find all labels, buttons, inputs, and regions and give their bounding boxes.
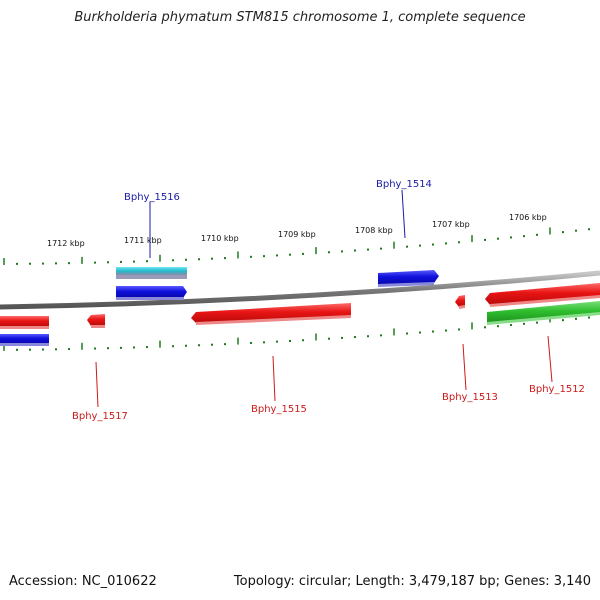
gene-label-bphy-1515[interactable]: Bphy_1515 bbox=[251, 404, 307, 415]
topology-summary: Topology: circular; Length: 3,479,187 bp… bbox=[233, 574, 591, 589]
map-title: Burkholderia phymatum STM815 chromosome … bbox=[74, 10, 526, 25]
gene-label-bphy-1514[interactable]: Bphy_1514 bbox=[376, 179, 432, 190]
leader-line-1515 bbox=[272, 355, 276, 402]
gene-bphy-1514[interactable] bbox=[378, 270, 439, 285]
leader-line-1513 bbox=[462, 343, 467, 391]
gene-label-bphy-1517[interactable]: Bphy_1517 bbox=[72, 411, 128, 422]
gene-bphy-1515[interactable] bbox=[191, 303, 351, 323]
gene-bphy-1513[interactable] bbox=[455, 295, 465, 307]
kbp-label-1712: 1712 kbp bbox=[47, 239, 85, 248]
gene-bphy-1512-red-shadow bbox=[490, 295, 600, 307]
kbp-label-1709: 1709 kbp bbox=[278, 230, 316, 239]
gene-bphy-1512-green[interactable] bbox=[487, 301, 600, 323]
gene-bphy-1516-blue[interactable] bbox=[116, 286, 187, 298]
leader-line-1514 bbox=[401, 189, 406, 239]
gene-bphy-1517[interactable] bbox=[87, 314, 105, 326]
gene-left-blue-shadow bbox=[0, 343, 49, 346]
gene-label-bphy-1513[interactable]: Bphy_1513 bbox=[442, 392, 498, 403]
gene-bphy-1512-green-shadow bbox=[487, 312, 600, 325]
gene-left-red-shadow bbox=[0, 326, 49, 329]
gene-bphy-1516-shadow bbox=[116, 297, 184, 300]
accession-text: Accession: NC_010622 bbox=[9, 574, 157, 589]
gene-bphy-1514-shadow bbox=[378, 282, 434, 287]
kbp-label-1708: 1708 kbp bbox=[355, 226, 393, 235]
leader-line-1512 bbox=[547, 335, 553, 383]
kbp-label-1710: 1710 kbp bbox=[201, 234, 239, 243]
gene-bphy-1517-shadow bbox=[91, 325, 105, 328]
gene-bphy-1516-cyan[interactable] bbox=[116, 267, 187, 275]
gene-label-bphy-1512[interactable]: Bphy_1512 bbox=[529, 384, 585, 395]
upper-ruler bbox=[3, 227, 590, 265]
gene-bphy-1512-red[interactable] bbox=[485, 283, 600, 305]
kbp-label-1707: 1707 kbp bbox=[432, 220, 470, 229]
gene-left-blue[interactable] bbox=[0, 334, 49, 344]
gene-bphy-1515-shadow bbox=[196, 315, 351, 325]
gene-left-red[interactable] bbox=[0, 316, 49, 327]
gene-label-bphy-1516[interactable]: Bphy_1516 bbox=[124, 192, 180, 203]
gene-bphy-1513-shadow bbox=[459, 305, 465, 309]
kbp-label-1711: 1711 kbp bbox=[124, 236, 162, 245]
genome-backbone bbox=[0, 270, 600, 310]
gene-bphy-1516-layer bbox=[116, 275, 187, 279]
leader-line-1517 bbox=[95, 361, 99, 408]
kbp-label-1706: 1706 kbp bbox=[509, 213, 547, 222]
lower-ruler bbox=[3, 315, 590, 351]
